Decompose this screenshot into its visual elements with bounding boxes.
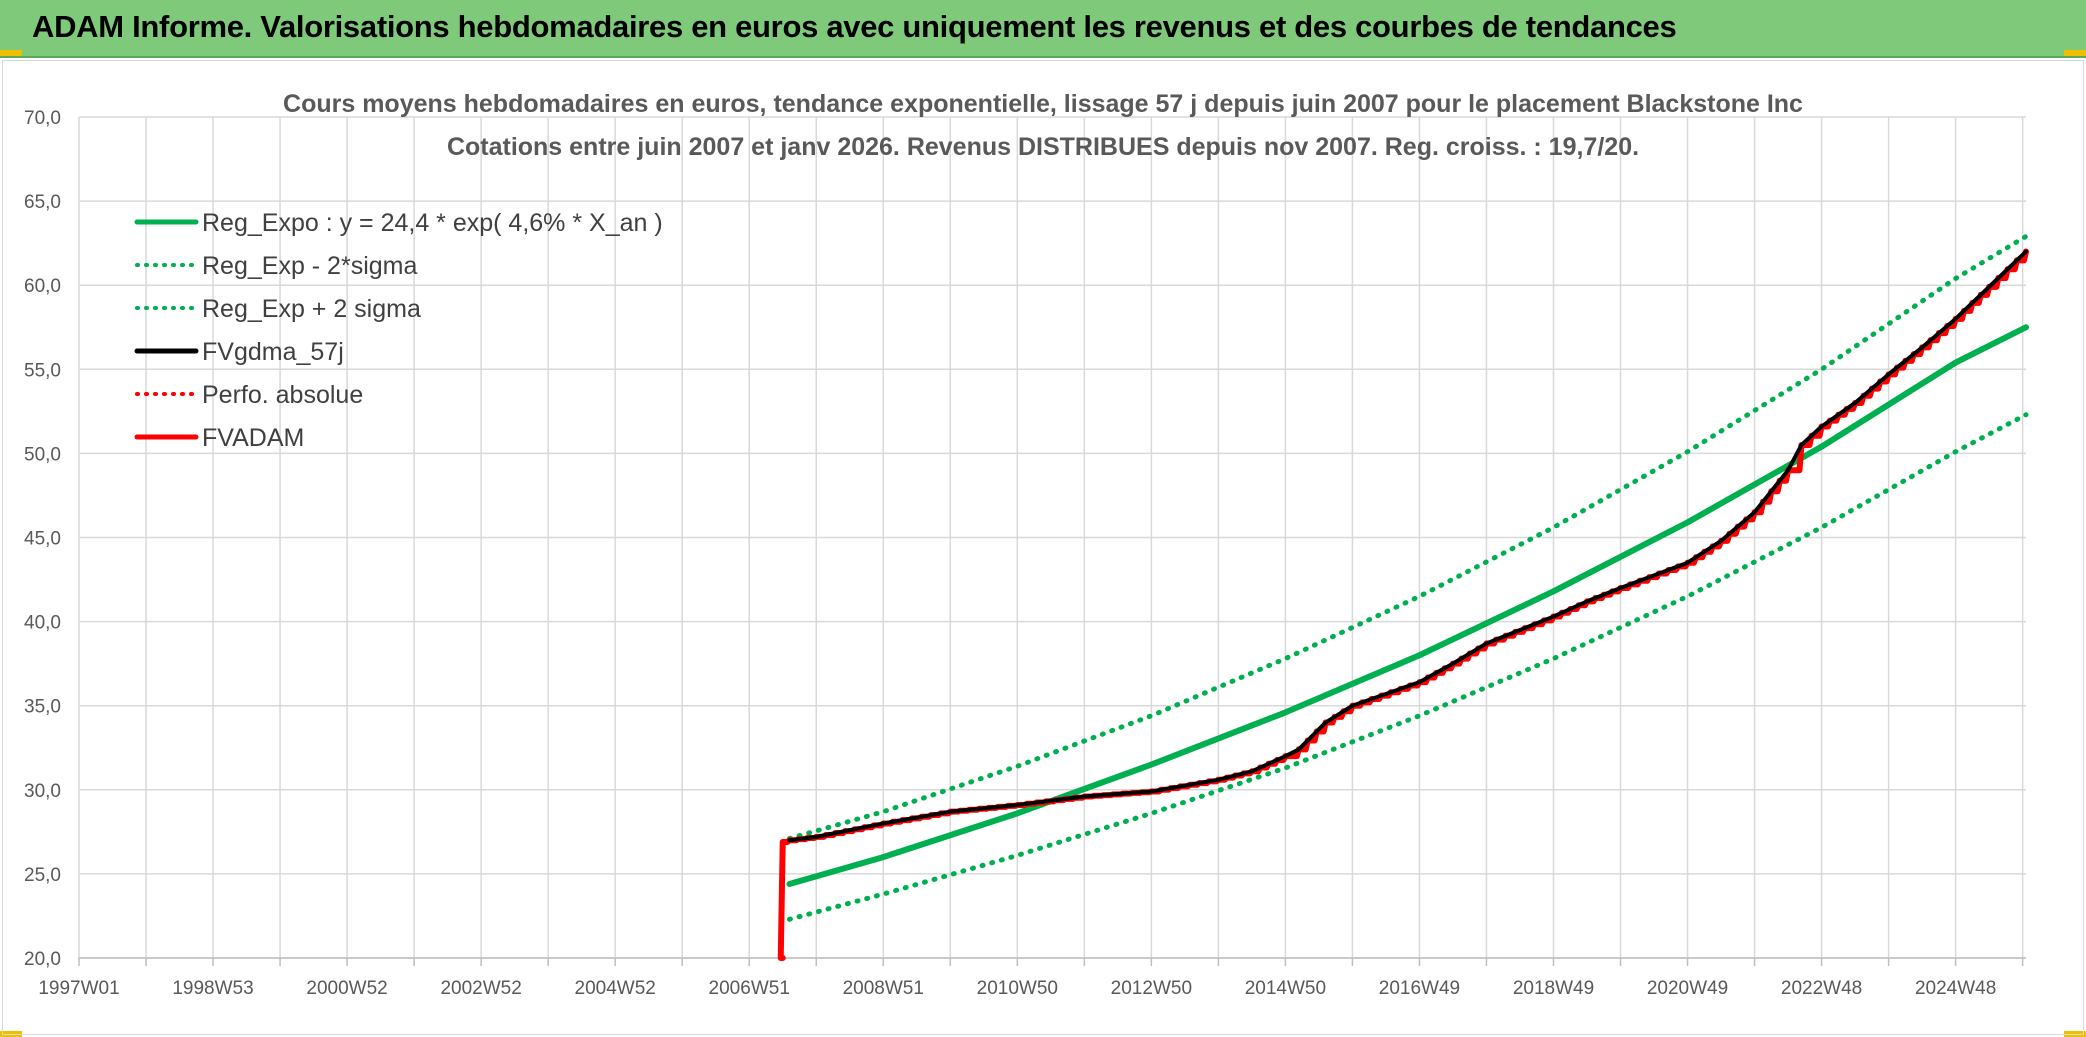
y-tick-label: 35,0 bbox=[24, 697, 61, 718]
x-tick-label: 2010W50 bbox=[977, 978, 1058, 999]
series-line-3 bbox=[787, 249, 2028, 843]
corner-marker-top-left bbox=[0, 50, 22, 56]
x-tick-label: 1997W01 bbox=[38, 978, 119, 999]
y-tick-label: 40,0 bbox=[24, 613, 61, 634]
y-tick-label: 50,0 bbox=[24, 444, 61, 465]
series-layer bbox=[777, 233, 2029, 961]
y-axis-labels: 20,0 25,0 30,0 35,0 40,0 45,0 50,0 55,0 60,0 65,0… bbox=[24, 108, 61, 970]
x-tick-label: 1998W53 bbox=[172, 978, 253, 999]
legend-label: FVADAM bbox=[202, 424, 304, 452]
chart-title: Cours moyens hebdomadaires en euros, ten… bbox=[283, 90, 1803, 118]
x-tick-label: 2004W52 bbox=[575, 978, 656, 999]
x-tick-label: 2016W49 bbox=[1379, 978, 1460, 999]
legend: Reg_Expo : y = 24,4 * exp( 4,6% * X_an )… bbox=[134, 209, 663, 452]
series-line-0 bbox=[786, 324, 2029, 887]
legend-label: Reg_Expo : y = 24,4 * exp( 4,6% * X_an ) bbox=[202, 209, 663, 237]
x-axis-labels: 1997W01 1998W53 2000W52 2002W52 2004W52 2006W… bbox=[38, 978, 1996, 999]
series-line-2 bbox=[786, 233, 2029, 842]
y-tick-label: 20,0 bbox=[24, 949, 61, 970]
y-tick-label: 65,0 bbox=[24, 192, 61, 213]
series-line-1 bbox=[786, 412, 2029, 922]
y-gridlines bbox=[79, 116, 2026, 959]
report-title: ADAM Informe. Valorisations hebdomadaire… bbox=[32, 9, 1677, 44]
x-tick-label: 2002W52 bbox=[440, 978, 521, 999]
x-tick-label: 2006W51 bbox=[709, 978, 790, 999]
x-tick-label: 2024W48 bbox=[1915, 978, 1996, 999]
y-tick-label: 70,0 bbox=[24, 108, 61, 129]
legend-label: Reg_Exp - 2*sigma bbox=[202, 252, 417, 280]
x-tick-label: 2018W49 bbox=[1513, 978, 1594, 999]
y-tick-label: 45,0 bbox=[24, 529, 61, 550]
x-tick-label: 2014W50 bbox=[1245, 978, 1326, 999]
chart-subtitle: Cotations entre juin 2007 et janv 2026. … bbox=[447, 133, 1639, 161]
legend-label: FVgdma_57j bbox=[202, 338, 344, 366]
x-tick-label: 2000W52 bbox=[306, 978, 387, 999]
report-banner: ADAM Informe. Valorisations hebdomadaire… bbox=[0, 0, 2086, 58]
y-tick-label: 55,0 bbox=[24, 360, 61, 381]
x-tick-label: 2008W51 bbox=[843, 978, 924, 999]
y-tick-label: 60,0 bbox=[24, 276, 61, 297]
legend-label: Perfo. absolue bbox=[202, 381, 363, 409]
corner-marker-top-right bbox=[2064, 50, 2086, 56]
x-tick-label: 2020W49 bbox=[1647, 978, 1728, 999]
x-tick-label: 2012W50 bbox=[1111, 978, 1192, 999]
x-tick-label: 2022W48 bbox=[1781, 978, 1862, 999]
chart-frame bbox=[2, 60, 2084, 1035]
y-tick-label: 25,0 bbox=[24, 865, 61, 886]
y-tick-label: 30,0 bbox=[24, 781, 61, 802]
x-gridlines bbox=[78, 117, 2026, 966]
legend-label: Reg_Exp + 2 sigma bbox=[202, 295, 421, 323]
